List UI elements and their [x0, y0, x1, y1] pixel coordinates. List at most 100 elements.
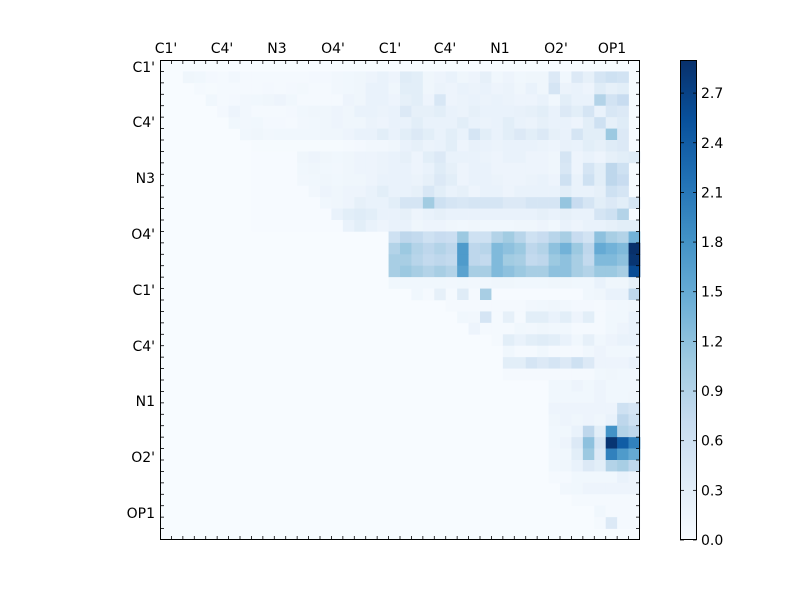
heatmap-cell — [354, 197, 367, 209]
heatmap-cell — [571, 380, 584, 392]
heatmap-cell — [457, 105, 469, 118]
heatmap-cell — [445, 277, 458, 289]
heatmap-cell — [262, 71, 275, 84]
heatmap-cell — [560, 128, 572, 141]
heatmap-cell — [480, 300, 492, 312]
heatmap-cell — [262, 128, 275, 141]
heatmap-cell — [468, 185, 481, 198]
heatmap-cell — [571, 82, 584, 95]
heatmap-cell — [560, 71, 572, 84]
heatmap-cell — [251, 174, 264, 187]
heatmap-cell — [331, 117, 344, 129]
heatmap-cell — [434, 185, 447, 198]
heatmap-cell — [582, 140, 595, 152]
heatmap-cell — [548, 368, 561, 381]
heatmap-cell — [594, 197, 607, 209]
heatmap-cell — [525, 128, 538, 141]
heatmap-cell — [445, 105, 458, 118]
heatmap-cell — [525, 197, 538, 209]
heatmap-cell — [605, 357, 618, 369]
heatmap-cell — [388, 71, 401, 84]
heatmap-cell — [491, 322, 504, 335]
heatmap-cell — [411, 265, 424, 278]
heatmap-cell — [274, 71, 287, 84]
heatmap-cell — [548, 414, 561, 427]
heatmap-cell — [548, 345, 561, 358]
heatmap-cell — [457, 174, 469, 187]
heatmap-cell — [480, 265, 492, 278]
heatmap-cell — [514, 174, 527, 187]
heatmap-cell — [571, 460, 584, 472]
heatmap-cell — [560, 482, 572, 495]
heatmap-cell — [514, 334, 527, 347]
heatmap-cell — [468, 277, 481, 289]
heatmap-cell — [411, 220, 424, 232]
colorbar-tick-label: 1.5 — [701, 285, 723, 301]
heatmap-cell — [582, 311, 595, 324]
heatmap-cell — [422, 254, 435, 267]
heatmap-cell — [514, 288, 527, 301]
heatmap-cell — [377, 71, 389, 84]
heatmap-cell — [525, 368, 538, 381]
heatmap-cell — [411, 71, 424, 84]
heatmap-cell — [617, 174, 629, 187]
heatmap-cell — [514, 357, 527, 369]
heatmap-cell — [457, 117, 469, 129]
heatmap-cell — [457, 208, 469, 221]
heatmap-cell — [422, 220, 435, 232]
heatmap-cell — [285, 128, 298, 141]
heatmap-cell — [514, 368, 527, 381]
heatmap-cell — [262, 220, 275, 232]
heatmap-cell — [491, 197, 504, 209]
heatmap-cell — [320, 174, 332, 187]
heatmap-cell — [480, 322, 492, 335]
heatmap-cell — [525, 117, 538, 129]
heatmap-cell — [571, 117, 584, 129]
heatmap-cell — [434, 94, 447, 107]
heatmap-cell — [251, 185, 264, 198]
heatmap-cell — [342, 105, 355, 118]
heatmap-cell — [571, 311, 584, 324]
colorbar-tick-label: 2.7 — [701, 86, 723, 102]
heatmap-cell — [571, 174, 584, 187]
heatmap-cell — [388, 117, 401, 129]
heatmap-cell — [285, 82, 298, 95]
heatmap-cell — [628, 322, 641, 335]
heatmap-cell — [605, 185, 618, 198]
heatmap-cell — [605, 151, 618, 164]
heatmap-cell — [445, 208, 458, 221]
heatmap-cell — [262, 197, 275, 209]
heatmap-cell — [297, 128, 309, 141]
heatmap-cell — [560, 437, 572, 449]
heatmap-cell — [400, 208, 412, 221]
heatmap-cell — [457, 311, 469, 324]
heatmap-cell — [491, 162, 504, 175]
heatmap-cell — [411, 288, 424, 301]
heatmap-cell — [617, 505, 629, 518]
heatmap-cell — [571, 368, 584, 381]
heatmap-cell — [617, 71, 629, 84]
heatmap-cell — [308, 174, 321, 187]
heatmap-cell — [571, 71, 584, 84]
heatmap-cell — [514, 231, 527, 244]
heatmap-cell — [388, 105, 401, 118]
heatmap-cell — [411, 254, 424, 267]
heatmap-cell — [274, 220, 287, 232]
heatmap-cell — [388, 220, 401, 232]
heatmap-cell — [251, 128, 264, 141]
heatmap-cell — [434, 288, 447, 301]
heatmap-cell — [514, 208, 527, 221]
heatmap-cell — [377, 208, 389, 221]
heatmap-cell — [537, 242, 549, 255]
heatmap-cell — [468, 231, 481, 244]
heatmap-cell — [502, 288, 515, 301]
heatmap-cell — [502, 151, 515, 164]
heatmap-cell — [617, 265, 629, 278]
heatmap-cell — [457, 231, 469, 244]
heatmap-cell — [457, 265, 469, 278]
heatmap-cell — [560, 185, 572, 198]
heatmap-cell — [491, 128, 504, 141]
heatmap-cell — [571, 265, 584, 278]
heatmap-cell — [411, 277, 424, 289]
heatmap-cell — [548, 265, 561, 278]
